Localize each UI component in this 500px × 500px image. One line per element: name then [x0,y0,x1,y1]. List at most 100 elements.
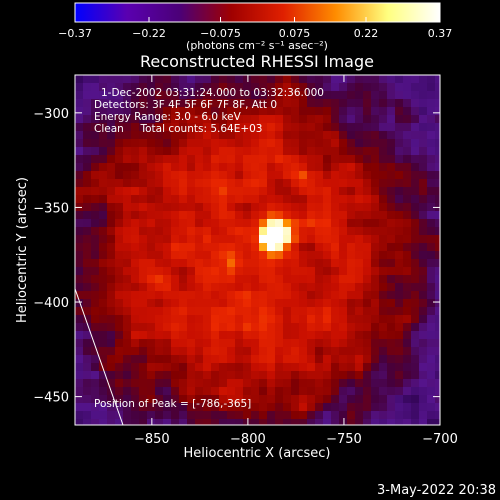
heatmap-cell [259,99,268,108]
heatmap-cell [379,275,388,284]
heatmap-cell [171,323,180,332]
heatmap-cell [171,291,180,300]
heatmap-cell [75,403,84,412]
heatmap-cell [171,395,180,404]
heatmap-cell [227,187,236,196]
heatmap-cell [403,331,412,340]
heatmap-cell [187,123,196,132]
heatmap-cell [123,219,132,228]
heatmap-cell [331,283,340,292]
heatmap-cell [411,203,420,212]
heatmap-cell [275,187,284,196]
heatmap-cell [227,355,236,364]
heatmap-cell [251,419,260,425]
heatmap-cell [259,339,268,348]
heatmap-cell [155,251,164,260]
heatmap-cell [371,355,380,364]
heatmap-cell [307,315,316,324]
heatmap-cell [147,395,156,404]
heatmap-cell [203,243,212,252]
heatmap-cell [123,171,132,180]
heatmap-cell [115,299,124,308]
heatmap-cell [363,323,372,332]
heatmap-cell [179,307,188,316]
x-tick-label: −800 [230,432,266,447]
heatmap-cell [179,275,188,284]
heatmap-cell [275,131,284,140]
heatmap-cell [299,251,308,260]
heatmap-cell [99,371,108,380]
colorbar-tick-label: −0.22 [132,27,166,40]
heatmap-cell [179,131,188,140]
heatmap-cell [267,403,276,412]
heatmap-cell [163,243,172,252]
heatmap-cell [75,379,84,388]
heatmap-cell [123,323,132,332]
heatmap-cell [123,235,132,244]
heatmap-cell [155,83,164,92]
heatmap-cell [251,195,260,204]
heatmap-cell [371,283,380,292]
heatmap-cell [435,211,440,220]
heatmap-cell [355,243,364,252]
heatmap-cell [275,99,284,108]
heatmap-cell [139,211,148,220]
heatmap-cell [91,387,100,396]
heatmap-cell [307,387,316,396]
heatmap-cell [139,259,148,268]
heatmap-cell [155,379,164,388]
colorbar-tick-label: 0.37 [428,27,453,40]
heatmap-cell [123,355,132,364]
heatmap-cell [363,75,372,84]
heatmap-cell [275,315,284,324]
heatmap-cell [275,347,284,356]
heatmap-cell [371,371,380,380]
heatmap-cell [291,219,300,228]
heatmap-cell [219,115,228,124]
heatmap-cell [243,331,252,340]
heatmap-cell [155,75,164,84]
heatmap-cell [347,131,356,140]
heatmap-cell [163,195,172,204]
heatmap-cell [107,355,116,364]
heatmap-cell [115,211,124,220]
heatmap-cell [339,155,348,164]
heatmap-cell [363,251,372,260]
heatmap-cell [235,275,244,284]
heatmap-cell [299,323,308,332]
heatmap-cell [147,243,156,252]
heatmap-cell [91,283,100,292]
heatmap-cell [347,347,356,356]
heatmap-cell [99,227,108,236]
heatmap-cell [331,315,340,324]
heatmap-cell [83,363,92,372]
heatmap-cell [395,395,404,404]
heatmap-cell [435,227,440,236]
heatmap-cell [91,355,100,364]
heatmap-cell [91,403,100,412]
heatmap-cell [283,75,292,84]
heatmap-cell [147,147,156,156]
heatmap-cell [371,107,380,116]
heatmap-cell [139,371,148,380]
heatmap-cell [203,227,212,236]
heatmap-cell [267,187,276,196]
heatmap-cell [403,251,412,260]
heatmap-cell [227,195,236,204]
heatmap-cell [355,371,364,380]
heatmap-cell [75,219,84,228]
heatmap-cell [107,99,116,108]
heatmap-cell [211,219,220,228]
heatmap-cell [387,307,396,316]
heatmap-cell [115,171,124,180]
heatmap-cell [259,403,268,412]
solar-limb-line [75,288,124,425]
heatmap-cell [163,99,172,108]
heatmap-cell [235,371,244,380]
heatmap-cell [427,411,436,420]
heatmap-cell [363,299,372,308]
heatmap-cell [155,123,164,132]
heatmap-cell [299,403,308,412]
heatmap-cell [387,147,396,156]
heatmap-cell [99,75,108,84]
